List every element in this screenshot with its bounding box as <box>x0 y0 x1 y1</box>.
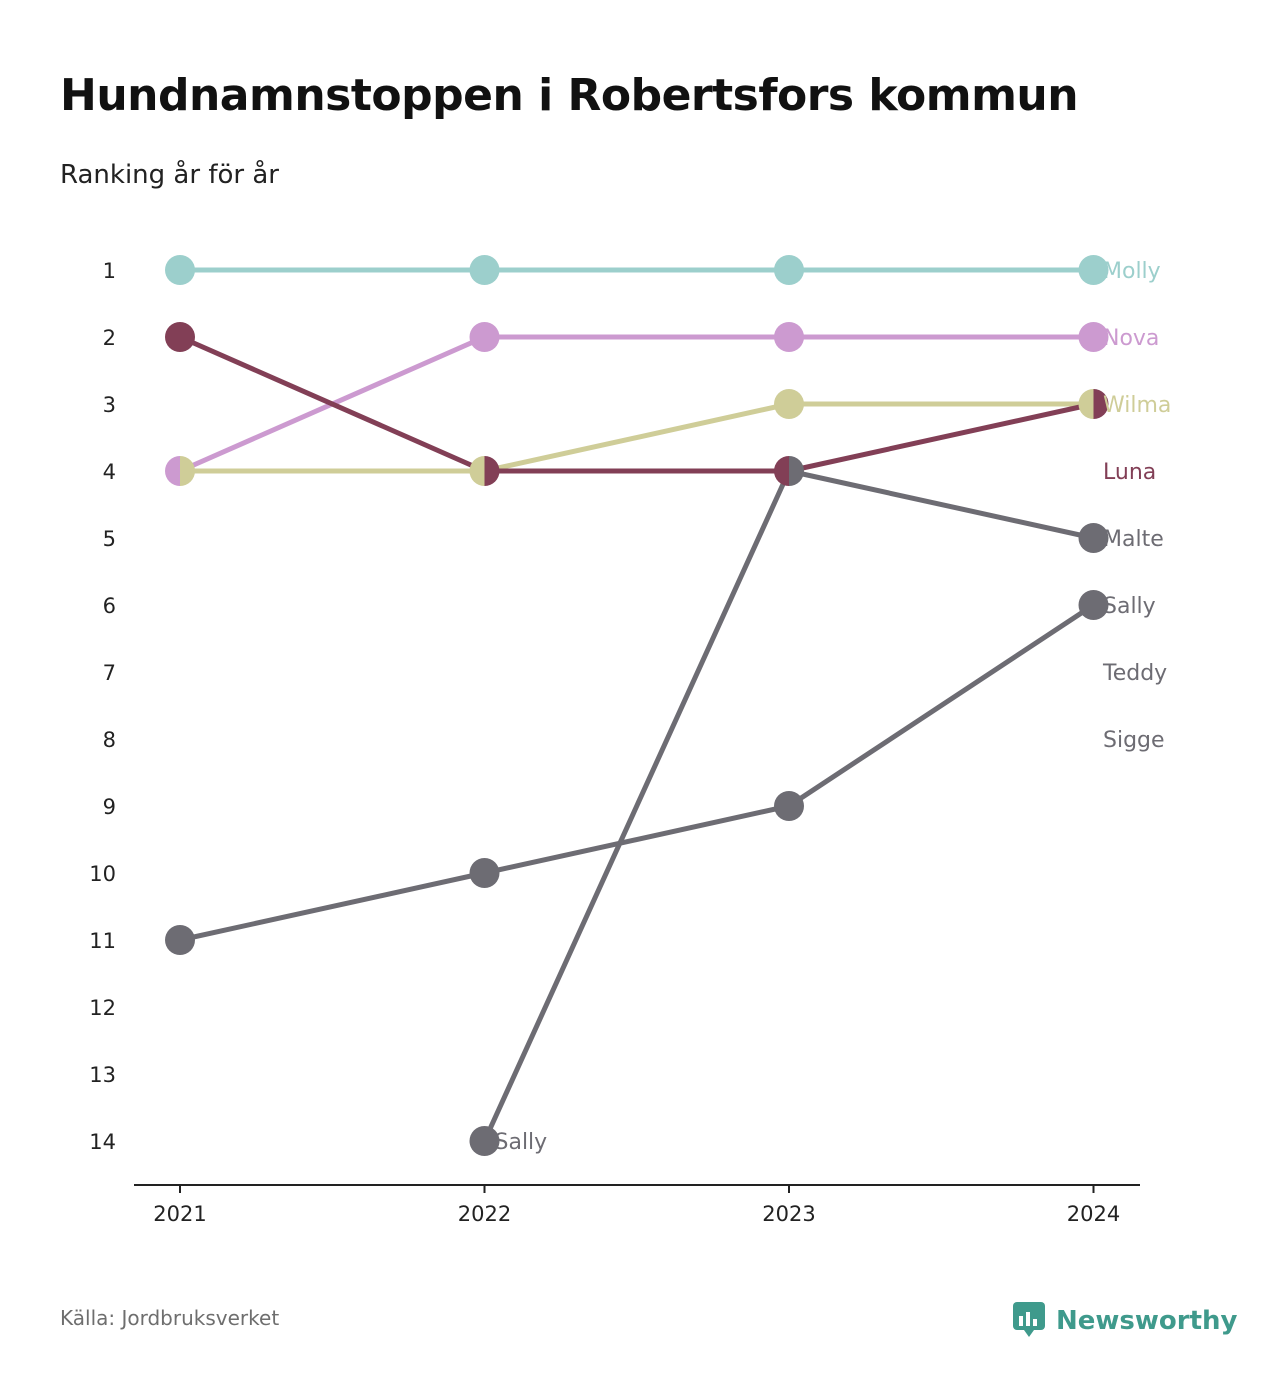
newsworthy-icon <box>1012 1300 1046 1342</box>
point-wilma <box>180 456 195 486</box>
y-tick-label: 12 <box>89 996 116 1020</box>
x-tick-label: 2022 <box>458 1202 511 1226</box>
point-sally <box>774 791 804 821</box>
y-tick-label: 13 <box>89 1063 116 1087</box>
point-luna <box>1093 389 1109 419</box>
y-tick-label: 3 <box>103 393 116 417</box>
point-sally <box>1078 590 1109 620</box>
y-tick-label: 10 <box>89 862 116 886</box>
point-luna <box>165 322 195 352</box>
point-wilma <box>469 456 485 486</box>
point-nova <box>1078 322 1109 352</box>
point-malte <box>1078 523 1109 553</box>
end-label-sally: Sally <box>1103 594 1156 619</box>
point-sally <box>165 925 195 955</box>
y-tick-label: 8 <box>103 728 116 752</box>
point-wilma <box>1078 389 1094 419</box>
point-luna <box>774 456 789 486</box>
point-wilma <box>774 389 804 419</box>
point-sally <box>469 858 500 888</box>
end-label-molly: Molly <box>1103 259 1161 284</box>
y-tick-label: 7 <box>103 661 116 685</box>
end-label-wilma: Wilma <box>1103 393 1171 418</box>
y-tick-label: 2 <box>103 326 116 350</box>
point-molly <box>165 255 195 285</box>
y-tick-label: 5 <box>103 527 116 551</box>
point-malte <box>789 456 804 486</box>
point-molly <box>1078 255 1109 285</box>
chart-title: Hundnamnstoppen i Robertsfors kommun <box>60 70 1079 121</box>
point-nova <box>774 322 804 352</box>
end-label-nova: Nova <box>1103 326 1159 351</box>
chart-subtitle: Ranking år för år <box>60 160 279 190</box>
series-line-sally <box>177 602 1096 943</box>
source-note: Källa: Jordbruksverket <box>60 1306 280 1330</box>
x-tick-label: 2023 <box>762 1202 815 1226</box>
x-tick-label: 2021 <box>153 1202 206 1226</box>
point-malte <box>469 1126 500 1156</box>
annotation-label: Sally <box>495 1130 548 1155</box>
point-nova <box>469 322 500 352</box>
brand-name: Newsworthy <box>1056 1306 1238 1336</box>
y-tick-label: 1 <box>103 259 116 283</box>
y-tick-label: 6 <box>103 594 116 618</box>
point-nova <box>165 456 180 486</box>
end-label-luna: Luna <box>1103 460 1156 485</box>
series-line-luna <box>177 334 1096 474</box>
end-label-sigge: Sigge <box>1103 728 1165 753</box>
point-molly <box>774 255 804 285</box>
point-luna <box>484 456 500 486</box>
y-tick-label: 14 <box>89 1130 116 1154</box>
end-label-teddy: Teddy <box>1102 661 1167 686</box>
x-tick-label: 2024 <box>1067 1202 1120 1226</box>
newsworthy-logo[interactable]: Newsworthy <box>1012 1300 1237 1342</box>
series-line-wilma <box>177 401 1096 474</box>
y-tick-label: 4 <box>103 460 116 484</box>
y-tick-label: 9 <box>103 795 116 819</box>
point-molly <box>469 255 500 285</box>
end-label-malte: Malte <box>1103 527 1164 552</box>
y-tick-label: 11 <box>89 929 116 953</box>
